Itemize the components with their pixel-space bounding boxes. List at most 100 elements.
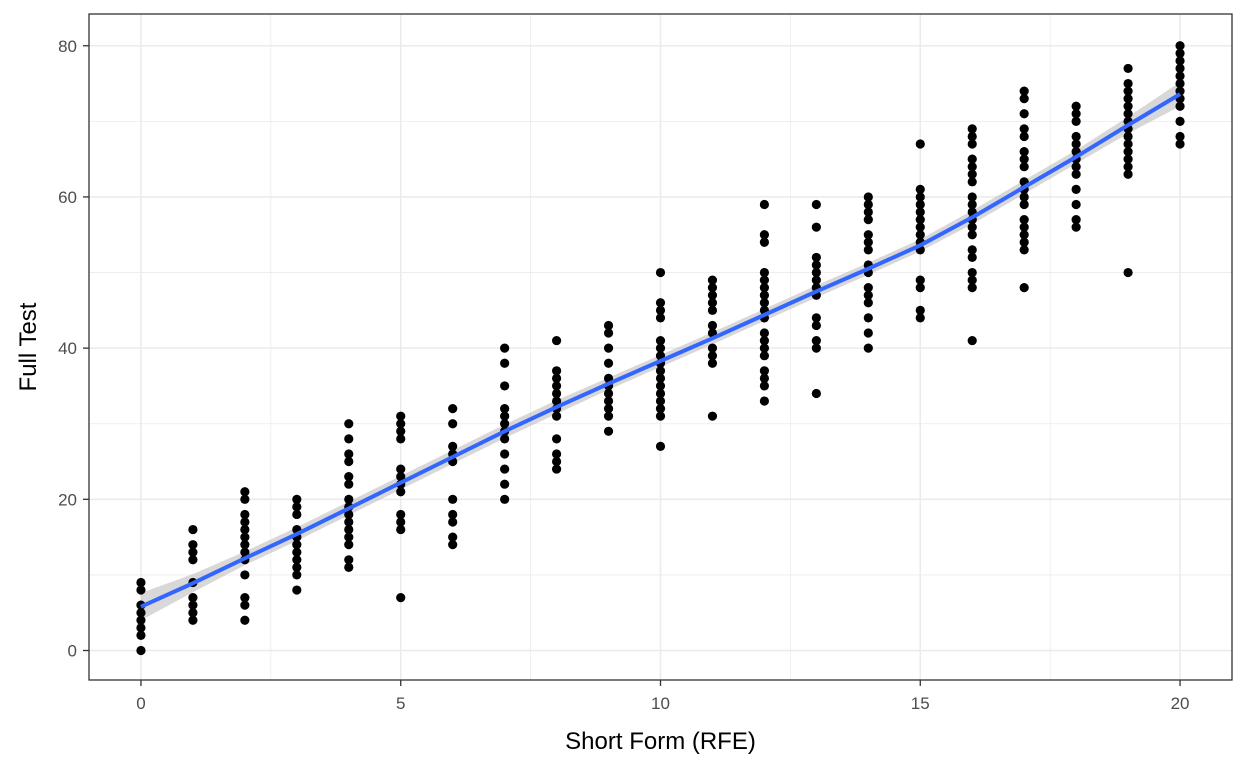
y-tick-label: 20 [58,490,77,509]
data-point [967,222,977,232]
data-point [1071,184,1081,194]
data-point [240,540,250,550]
data-point [967,169,977,179]
data-point [915,184,925,194]
data-point [707,283,718,293]
data-point [1071,139,1081,149]
data-point [344,419,354,429]
data-point [344,532,354,542]
data-point [551,373,562,383]
x-axis: 0 5 10 15 20 [136,680,1190,713]
data-point [1071,116,1081,126]
data-point [1175,101,1185,111]
data-point [759,351,770,361]
data-point [863,343,873,353]
data-point [915,139,925,149]
data-point [1071,131,1081,142]
y-tick-label: 80 [58,37,77,56]
data-point [603,411,614,421]
data-point [396,472,406,482]
data-point [344,517,354,527]
data-point [1123,139,1133,149]
data-point [915,275,925,285]
data-point [448,494,458,504]
data-point [759,283,770,293]
data-point [1123,162,1133,172]
data-point [967,283,977,293]
data-point [655,411,666,421]
data-point [344,540,354,550]
data-point [1175,41,1185,51]
data-point [500,411,510,421]
data-point [292,502,302,512]
data-point [1175,56,1185,66]
data-point [292,547,302,557]
data-point [759,373,770,383]
data-point [1071,215,1081,225]
data-point [811,222,821,232]
data-point [967,192,977,202]
data-point [759,199,770,210]
data-point [707,343,718,353]
data-point [1019,109,1029,119]
data-point [1019,131,1029,142]
data-point [707,305,718,315]
data-point [136,608,146,618]
data-point [448,517,458,527]
data-point [1123,154,1133,164]
data-point [344,479,354,489]
data-point [915,313,925,323]
data-point [863,298,873,308]
data-point [603,404,614,414]
data-point [707,351,718,361]
data-point [915,199,925,210]
data-point [292,562,302,572]
data-point [603,426,614,436]
data-point [1123,78,1133,89]
data-point [396,509,406,520]
x-tick-label: 0 [136,694,145,713]
data-point [500,434,510,444]
data-point [551,381,562,391]
data-point [551,449,562,459]
data-point [707,298,718,308]
data-point [967,252,977,263]
data-point [500,449,510,459]
data-point [967,131,977,142]
data-point [811,199,821,210]
data-point [136,615,146,625]
data-point [811,267,821,278]
data-point [136,585,146,595]
data-point [759,298,770,308]
data-point [603,343,614,353]
data-point [811,313,821,323]
data-point [188,540,198,550]
data-point [240,593,250,603]
data-point [396,524,406,535]
data-point [1019,124,1029,134]
smooth-trend-line [140,92,1182,609]
data-point [707,320,718,331]
data-point [759,396,770,406]
data-point [967,335,977,346]
data-point [448,509,458,520]
data-point [603,358,614,368]
data-point [863,199,873,210]
data-point [240,509,250,520]
data-point [707,358,718,368]
data-point [1019,146,1029,157]
data-point [759,343,770,353]
data-point [603,388,614,399]
data-point [1123,109,1133,119]
data-point [344,524,354,535]
data-point [396,434,406,444]
data-point [136,645,146,656]
data-point [1071,222,1081,232]
data-point [240,524,250,535]
data-point [655,388,666,399]
data-point [1175,48,1185,58]
data-point [240,517,250,527]
data-point [396,487,406,497]
data-point [344,509,354,520]
